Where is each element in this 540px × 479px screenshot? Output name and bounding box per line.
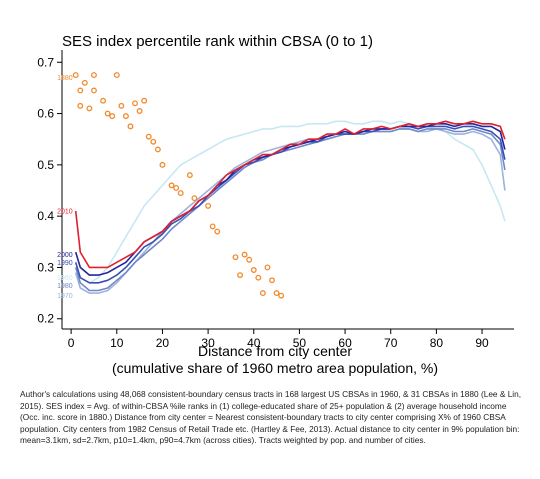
scatter-point-1880 [255, 274, 262, 281]
scatter-point-1880 [118, 102, 125, 109]
x-tick-label: 60 [338, 336, 352, 350]
scatter-point-1880 [250, 267, 257, 273]
scatter-1880 [72, 72, 285, 299]
x-tick-label: 80 [430, 336, 444, 350]
series-label-1980: 1980 [57, 283, 73, 290]
series-label-1990: 1990 [57, 260, 73, 267]
x-tick-label: 20 [156, 336, 170, 350]
x-tick-label: 50 [293, 336, 307, 350]
x-axis-sublabel: (cumulative share of 1960 metro area pop… [112, 360, 438, 376]
scatter-point-1880 [113, 72, 120, 79]
x-tick-label: 90 [475, 336, 489, 350]
x-tick-label: 40 [247, 336, 261, 350]
x-tick-label: 70 [384, 336, 398, 350]
y-tick-label: 0.2 [37, 312, 54, 326]
y-tick-label: 0.6 [37, 107, 54, 121]
scatter-point-1880 [81, 79, 88, 86]
scatter-point-1880 [177, 190, 184, 197]
scatter-point-1880 [77, 102, 84, 109]
y-tick-label: 0.5 [37, 158, 54, 172]
scatter-point-1880 [168, 182, 175, 189]
scatter-point-1880 [241, 251, 248, 258]
scatter-point-1880 [205, 202, 212, 209]
scatter-point-1880 [104, 110, 111, 117]
series-label-2010: 2010 [57, 209, 73, 216]
series-line-1970 [74, 128, 506, 294]
scatter-point-1880 [91, 72, 97, 79]
scatter-point-1880 [159, 161, 166, 168]
axes: 0.2 0.3 0.4 0.5 0.6 0.7 0 10 20 30 40 50 60 70 80 90 [37, 50, 514, 350]
scatter-point-1880 [246, 256, 253, 263]
scatter-point-1880 [141, 97, 148, 104]
series-lines [74, 120, 506, 294]
series-line-2010 [74, 120, 506, 269]
scatter-point-1880 [127, 123, 134, 130]
series-label-2000: 2000 [57, 252, 73, 259]
scatter-point-1880 [273, 290, 280, 297]
y-tick-label: 0.3 [37, 260, 54, 274]
scatter-point-1880 [132, 100, 139, 107]
scatter-point-1880 [264, 264, 271, 271]
x-tick-label: 10 [110, 336, 124, 350]
x-axis-label: Distance from city center [198, 343, 352, 359]
chart: SES index percentile rank within CBSA (0… [37, 33, 514, 376]
y-tick-label: 0.4 [37, 209, 54, 223]
scatter-point-1880 [191, 195, 198, 202]
scatter-point-1880 [145, 133, 152, 140]
scatter-point-1880 [214, 228, 221, 235]
scatter-point-1880 [100, 97, 107, 104]
scatter-point-1880 [136, 108, 143, 114]
scatter-point-1880 [109, 113, 116, 120]
scatter-point-1880 [86, 105, 93, 112]
chart-title: SES index percentile rank within CBSA (0… [62, 33, 373, 50]
scatter-point-1880 [91, 87, 97, 94]
series-label-1880: 1880 [57, 75, 73, 82]
scatter-point-1880 [77, 87, 84, 94]
scatter-point-1880 [122, 113, 129, 120]
figure-caption: Author's calculations using 48,068 consi… [20, 389, 522, 446]
scatter-point-1880 [186, 172, 193, 179]
scatter-point-1880 [237, 272, 244, 279]
scatter-point-1880 [278, 292, 285, 299]
scatter-point-1880 [259, 290, 266, 297]
series-line-1980 [74, 128, 506, 292]
y-tick-label: 0.7 [37, 55, 54, 69]
scatter-point-1880 [72, 72, 79, 79]
scatter-point-1880 [150, 138, 157, 145]
series-label-1970: 1970 [57, 293, 73, 300]
scatter-point-1880 [209, 223, 216, 230]
scatter-point-1880 [154, 146, 161, 153]
scatter-point-1880 [232, 254, 239, 261]
x-tick-label: 0 [68, 336, 75, 350]
scatter-point-1880 [269, 277, 275, 284]
series-label-1960: 1960 [57, 275, 73, 282]
x-tick-label: 30 [201, 336, 215, 350]
scatter-point-1880 [173, 184, 180, 191]
